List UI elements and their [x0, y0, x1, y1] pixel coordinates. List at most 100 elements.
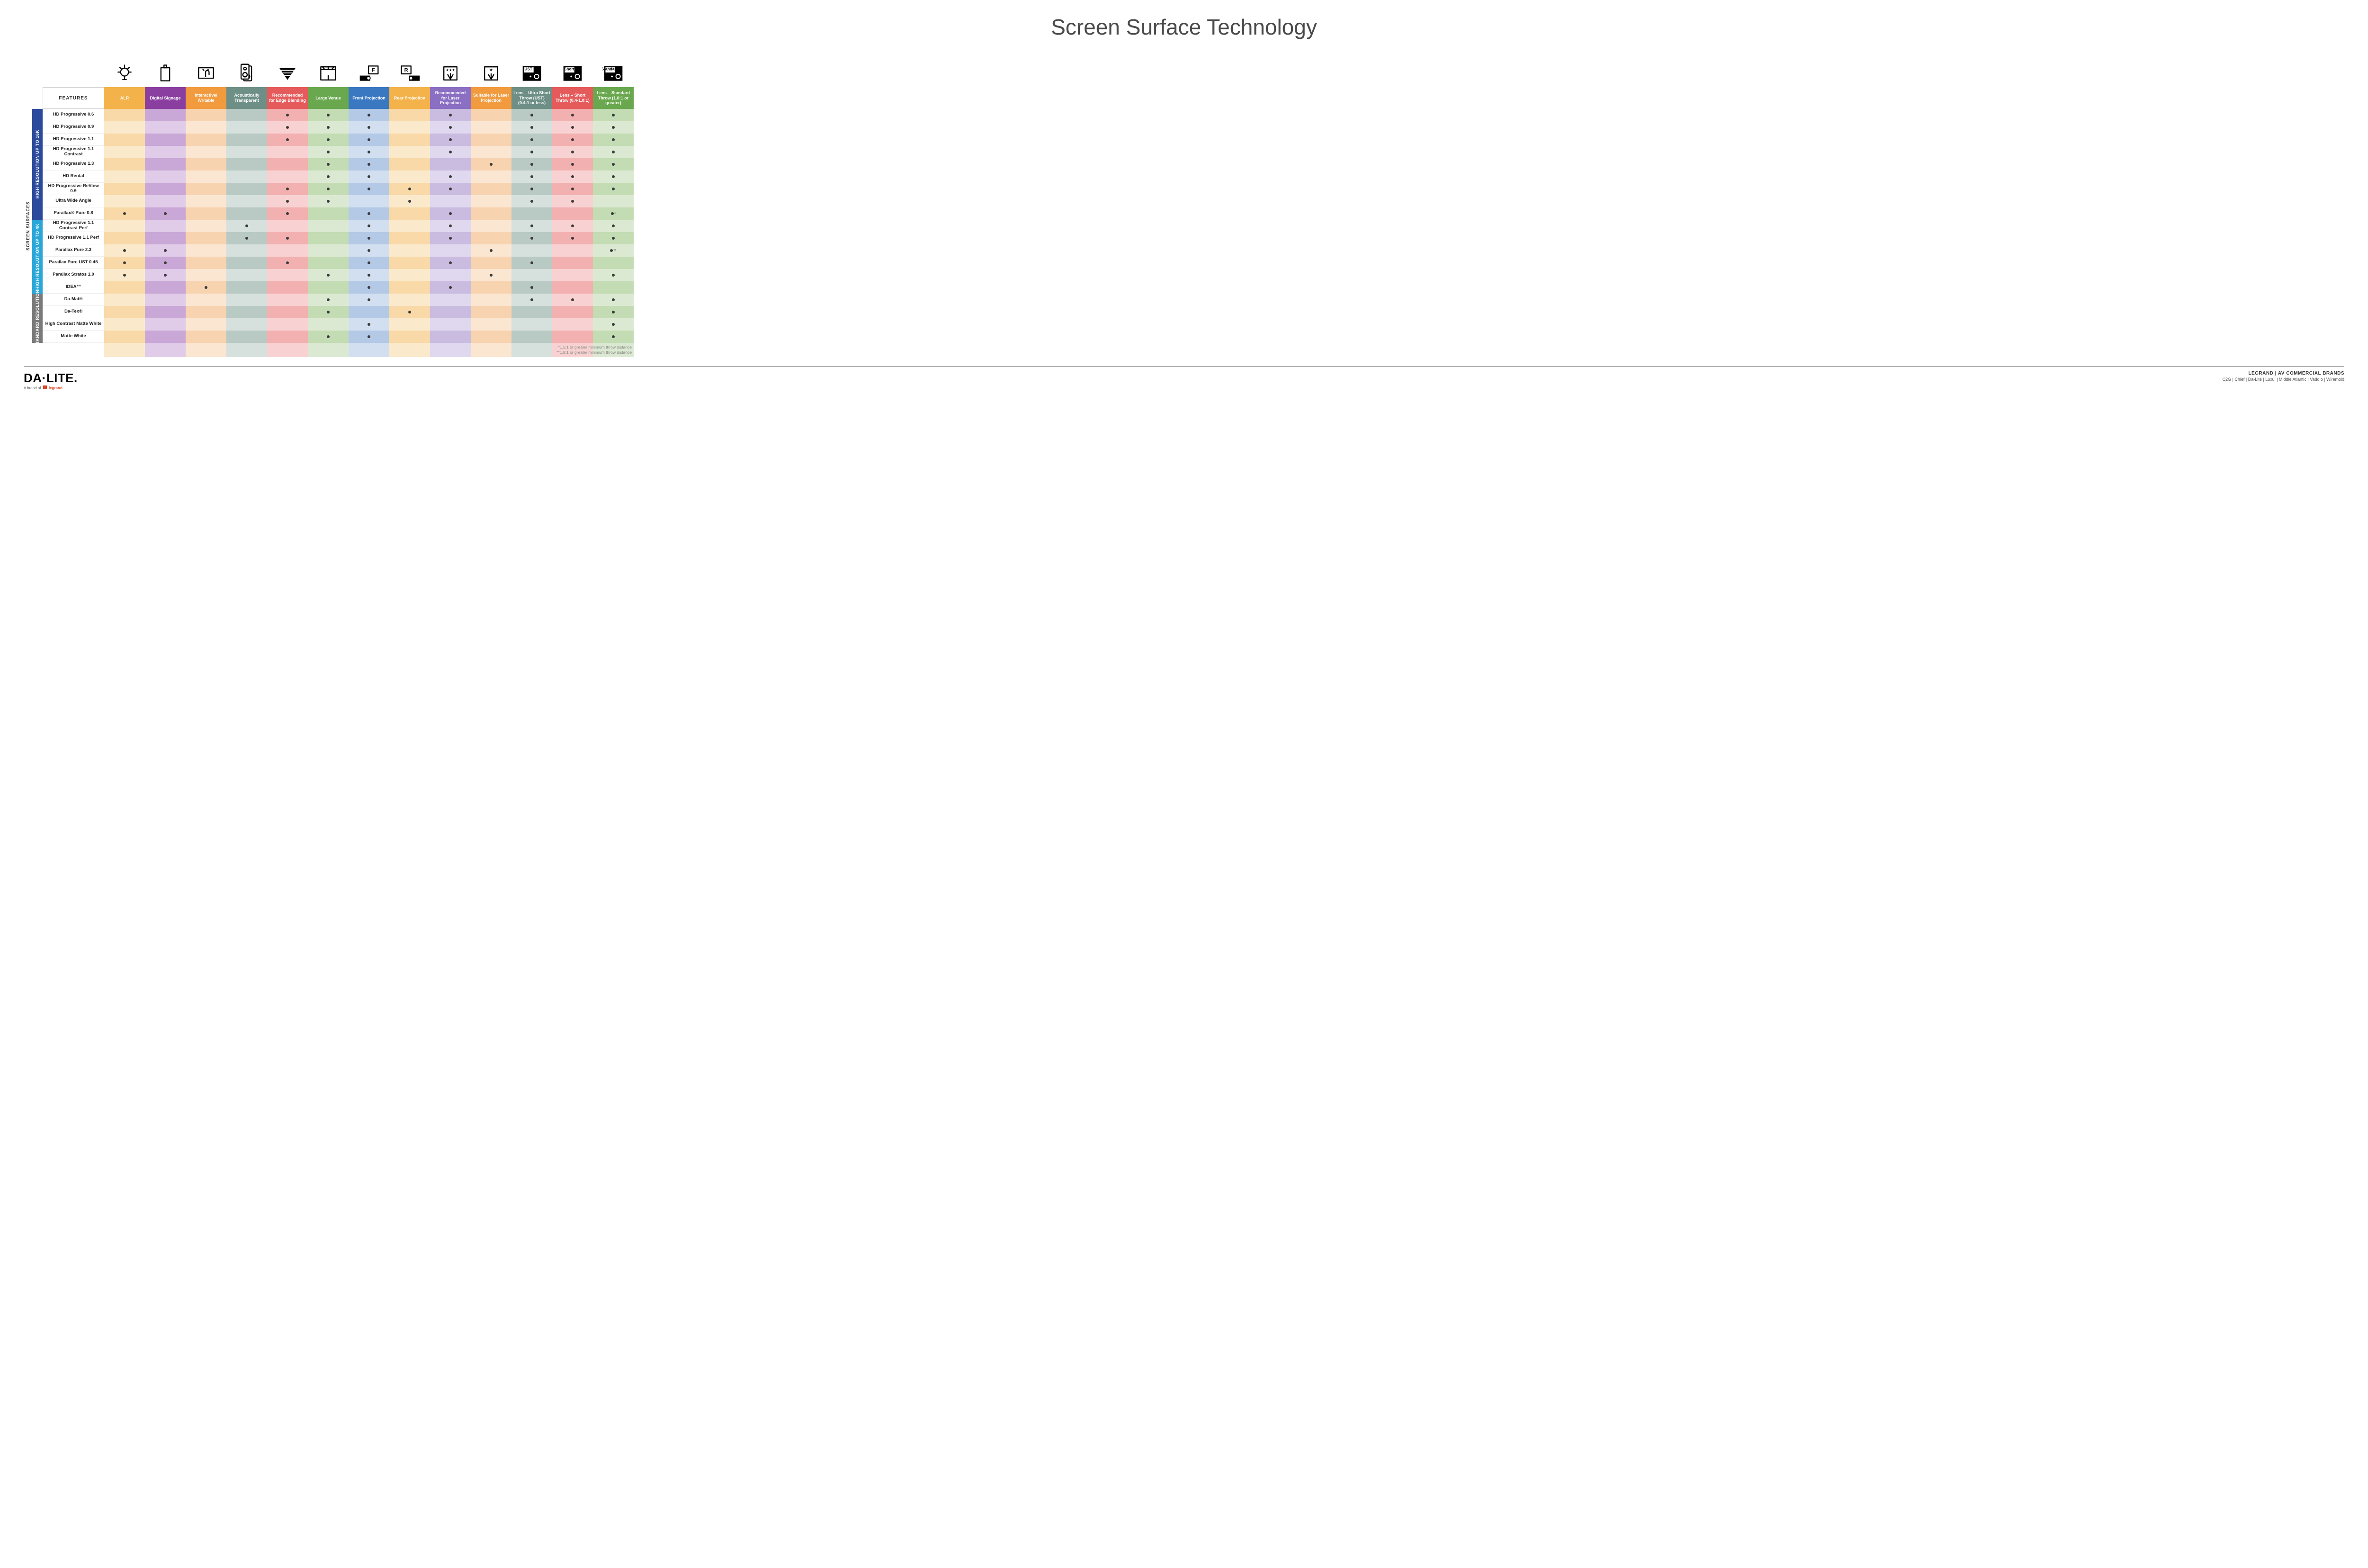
col-header-rlp: Recommended for Laser Projection — [430, 87, 471, 109]
cell — [145, 257, 186, 269]
dot-icon — [368, 151, 370, 153]
cell — [552, 232, 593, 244]
dot-icon — [286, 200, 289, 203]
dot-icon — [368, 298, 370, 301]
cell — [267, 331, 308, 343]
cell — [389, 269, 430, 281]
cell — [511, 195, 552, 207]
cell — [552, 158, 593, 170]
cell — [145, 318, 186, 331]
cell — [552, 146, 593, 158]
cell — [104, 195, 145, 207]
row-label: Da-Mat® — [43, 294, 104, 306]
cell — [186, 318, 226, 331]
dot-icon — [327, 311, 330, 314]
logo-subline: A brand of legrand — [24, 385, 78, 390]
cell — [226, 109, 267, 121]
cell — [308, 207, 349, 220]
cell — [471, 269, 511, 281]
cell — [104, 343, 145, 357]
cell — [552, 244, 593, 257]
cell — [593, 121, 634, 134]
cell — [511, 281, 552, 294]
cell — [471, 232, 511, 244]
cell — [308, 244, 349, 257]
cell — [389, 121, 430, 134]
cell — [226, 281, 267, 294]
cell — [349, 146, 389, 158]
cell — [349, 183, 389, 195]
cell — [308, 134, 349, 146]
dot-icon — [286, 138, 289, 141]
cell — [552, 318, 593, 331]
cell — [186, 269, 226, 281]
dot-icon — [449, 151, 452, 153]
dot-icon — [449, 237, 452, 240]
col-header-edge: Recommended for Edge Blending — [267, 87, 308, 109]
cell — [349, 281, 389, 294]
cell — [430, 318, 471, 331]
cell — [267, 306, 308, 318]
cell — [104, 318, 145, 331]
cell — [104, 109, 145, 121]
cell — [430, 109, 471, 121]
cell — [389, 158, 430, 170]
cell — [145, 158, 186, 170]
brands-block: LEGRAND | AV COMMERCIAL BRANDS C2G | Chi… — [2223, 371, 2344, 382]
legrand-icon — [43, 385, 47, 389]
cell — [186, 146, 226, 158]
cell — [267, 232, 308, 244]
svg-text:Short: Short — [564, 67, 574, 72]
dot-icon — [123, 274, 126, 277]
cell — [308, 318, 349, 331]
cell — [511, 207, 552, 220]
cell — [308, 183, 349, 195]
dot-icon — [286, 188, 289, 190]
cell — [349, 207, 389, 220]
dot-icon — [123, 212, 126, 215]
dot-icon — [612, 224, 615, 227]
cell — [471, 170, 511, 183]
dot-icon — [327, 175, 330, 178]
cell — [552, 220, 593, 232]
row-label: HD Rental — [43, 170, 104, 183]
cell — [471, 318, 511, 331]
dot-icon — [612, 163, 615, 166]
row-label: HD Progressive 1.1 Contrast — [43, 146, 104, 158]
cell — [267, 257, 308, 269]
cell — [593, 220, 634, 232]
cell — [145, 134, 186, 146]
cell — [430, 195, 471, 207]
cell — [349, 158, 389, 170]
cell — [511, 146, 552, 158]
fp-icon: F — [349, 54, 389, 87]
cell — [430, 294, 471, 306]
cell — [593, 195, 634, 207]
row-label: Da-Tex® — [43, 306, 104, 318]
cell — [349, 306, 389, 318]
cell — [226, 331, 267, 343]
cell — [552, 170, 593, 183]
cell — [308, 232, 349, 244]
cell — [552, 183, 593, 195]
cell — [430, 232, 471, 244]
dot-icon — [245, 237, 248, 240]
cell — [308, 146, 349, 158]
cell — [471, 306, 511, 318]
cell — [308, 306, 349, 318]
cell — [552, 207, 593, 220]
page-title: Screen Surface Technology — [24, 14, 2344, 40]
cell — [145, 183, 186, 195]
dot-icon — [449, 224, 452, 227]
cell — [593, 232, 634, 244]
dot-icon — [368, 249, 370, 252]
cell — [471, 207, 511, 220]
cell — [511, 257, 552, 269]
cell — [471, 281, 511, 294]
cell — [511, 244, 552, 257]
dot-icon — [530, 175, 533, 178]
cell — [226, 244, 267, 257]
cell — [593, 183, 634, 195]
cell — [104, 170, 145, 183]
cell — [430, 121, 471, 134]
